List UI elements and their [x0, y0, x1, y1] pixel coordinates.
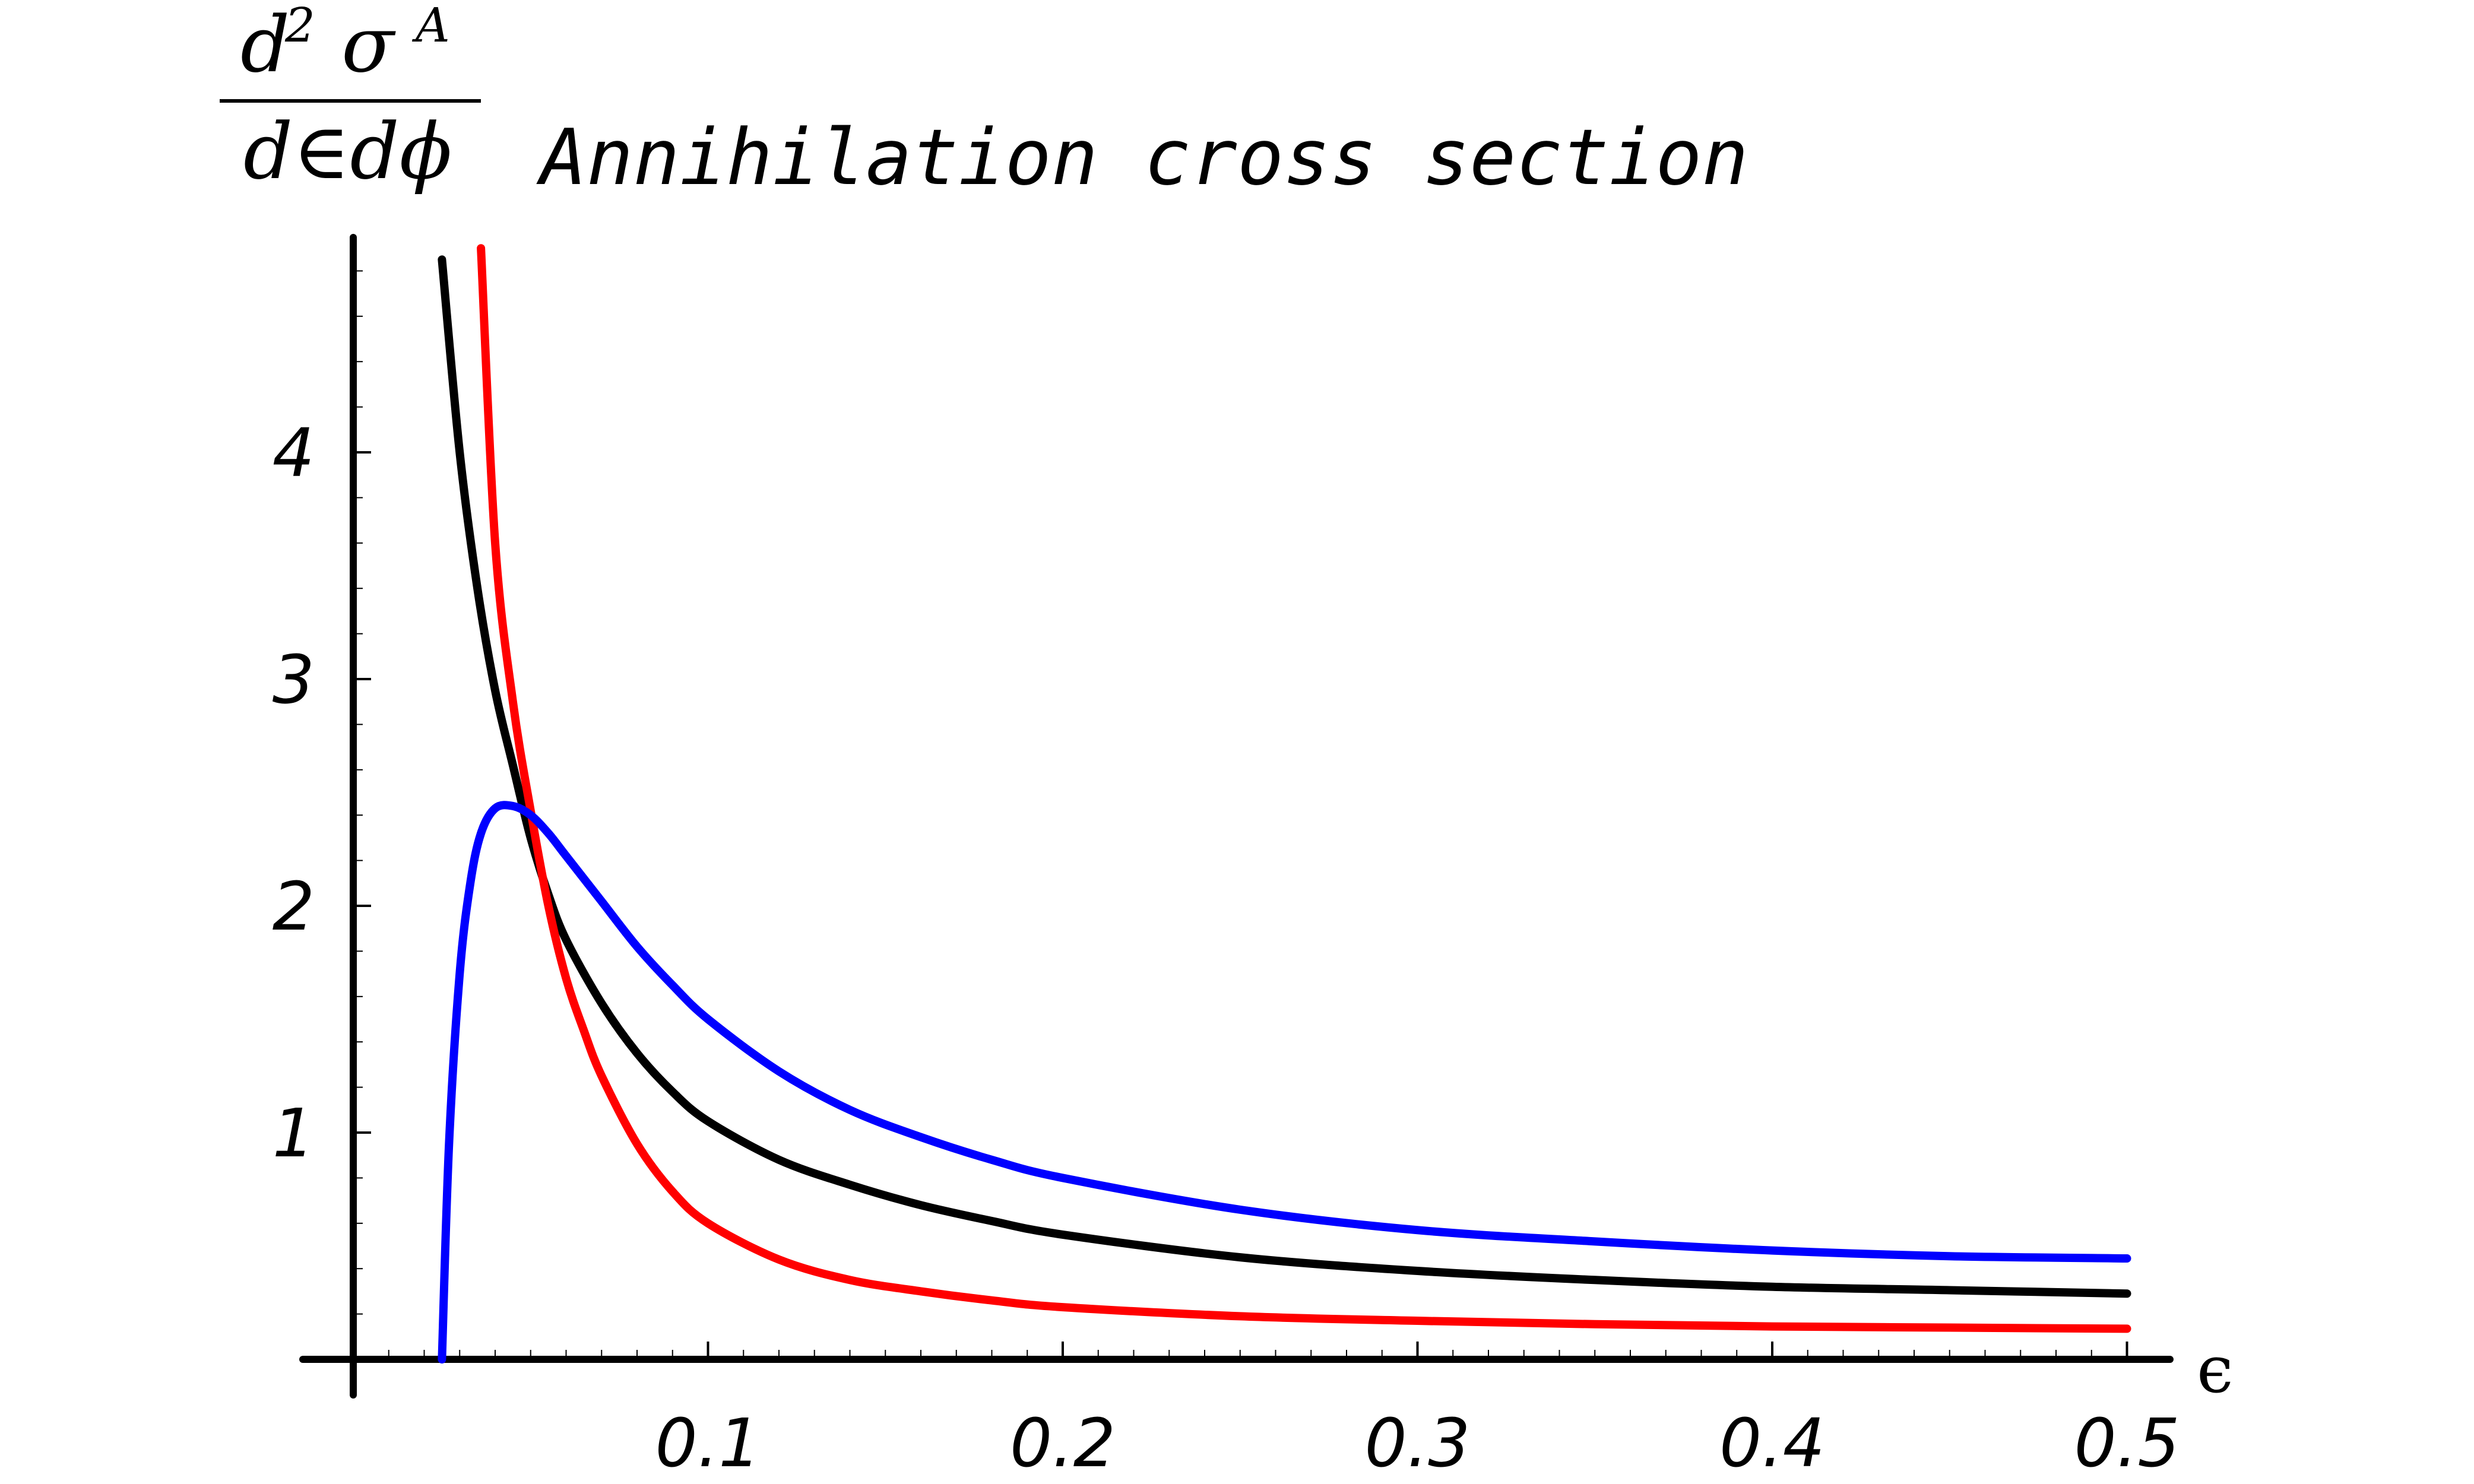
ylabel-superscript: A: [411, 0, 450, 53]
ylabel-d: d: [240, 0, 290, 90]
x-axis-label: ϵ: [2197, 1331, 2234, 1407]
x-tick-label: 0.3: [1364, 1405, 1470, 1482]
x-tick-label: 0.4: [1719, 1405, 1825, 1482]
y-tick-label: 2: [273, 868, 315, 946]
series-group: [438, 244, 2131, 1363]
x-tick-label: 0.2: [1010, 1405, 1116, 1482]
x-tick-label: 0.1: [655, 1405, 761, 1482]
ticks: 0.1 0.2 0.3 0.4 0.5 1 2 3 4: [273, 270, 2180, 1482]
y-tick-label: 1: [273, 1095, 315, 1172]
ylabel-exponent: 2: [284, 0, 315, 53]
chart-title: Annihilation cross section: [536, 112, 1748, 202]
ylabel-sigma: σ: [341, 0, 396, 90]
series-line-3: [438, 801, 2131, 1363]
y-tick-label: 4: [273, 415, 315, 492]
y-tick-label: 3: [273, 642, 315, 719]
ylabel-denominator: d∈dϕ: [243, 106, 452, 196]
axes: [299, 234, 2174, 1399]
y-axis-label: d 2 σ A d∈dϕ: [220, 0, 481, 196]
x-tick-label: 0.5: [2074, 1405, 2180, 1482]
series-line-2: [477, 244, 2131, 1333]
series-line-1: [438, 255, 2131, 1298]
